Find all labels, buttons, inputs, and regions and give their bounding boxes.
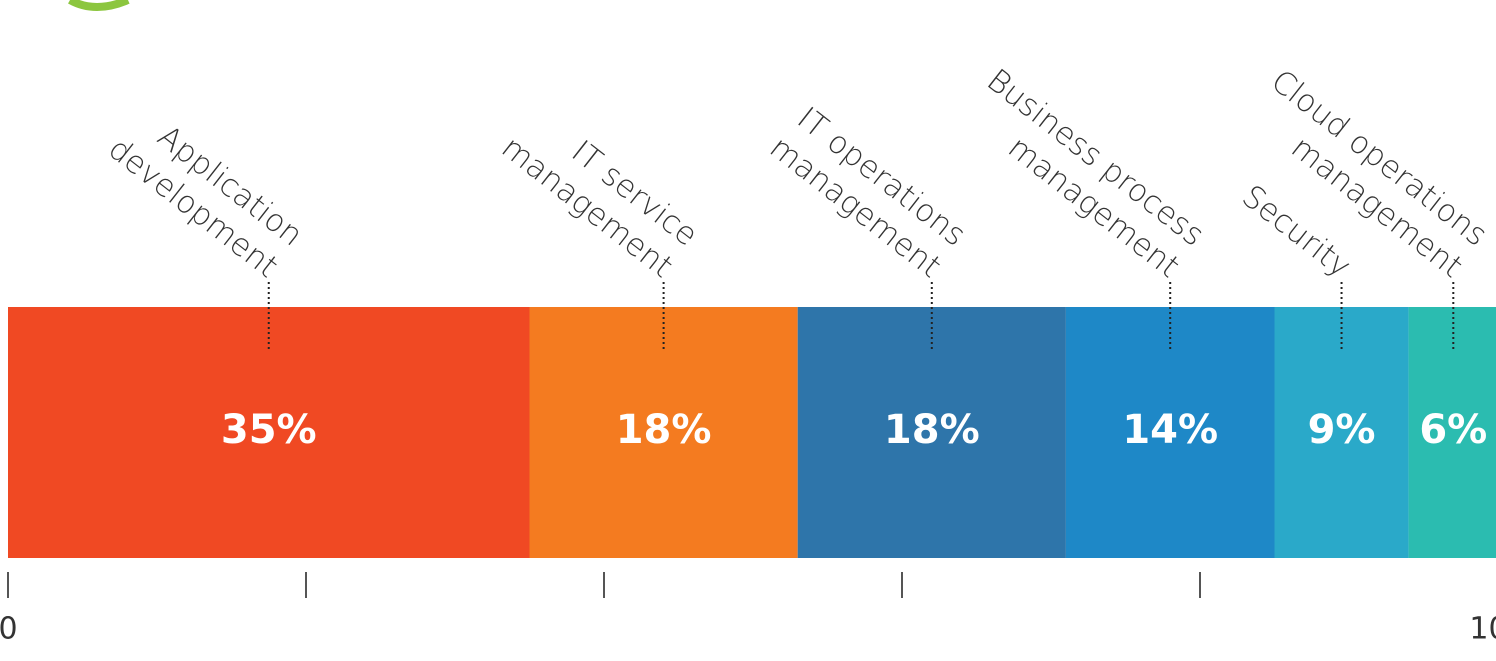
- value-label: 14%: [1122, 407, 1218, 453]
- value-label: 9%: [1308, 407, 1376, 453]
- value-label: 18%: [616, 407, 712, 453]
- x-tick-label: 100: [1469, 612, 1496, 647]
- x-tick-label: 0: [0, 612, 18, 647]
- decoration: [68, 0, 130, 11]
- value-label: 6%: [1419, 407, 1487, 453]
- value-label: 18%: [884, 407, 980, 453]
- value-label: 35%: [221, 407, 317, 453]
